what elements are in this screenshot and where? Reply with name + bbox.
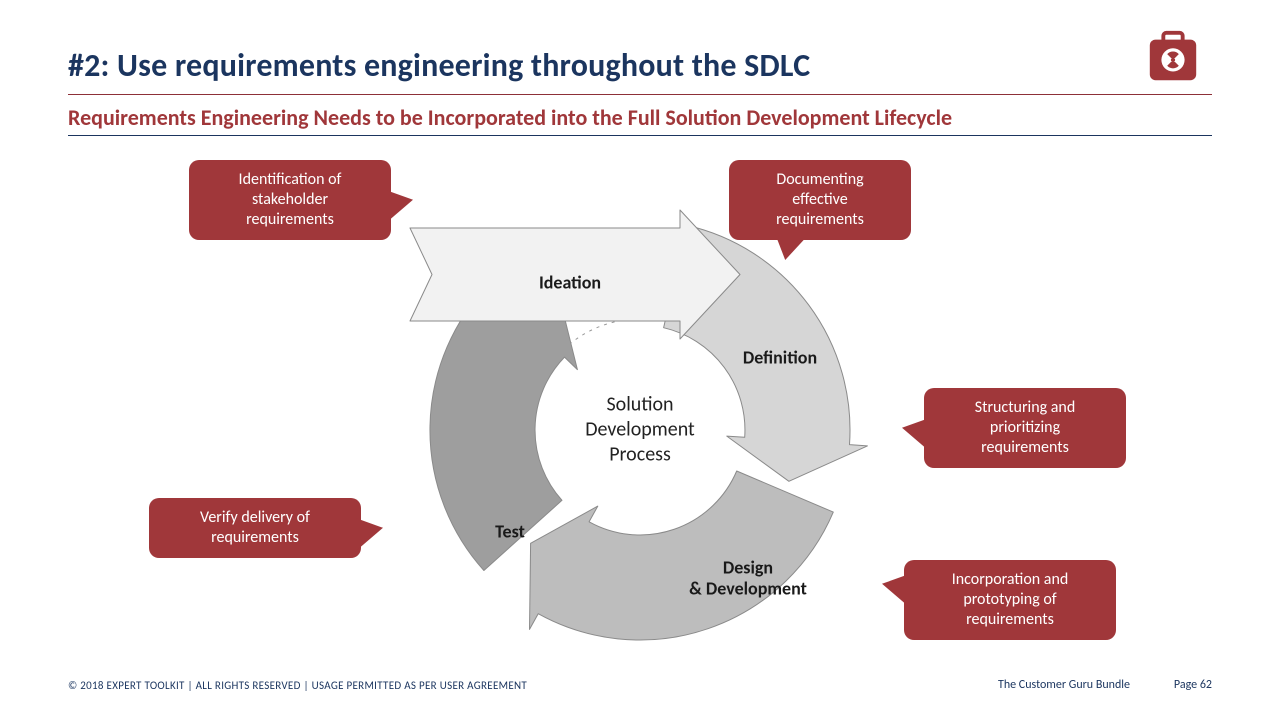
callout-tail xyxy=(776,234,810,260)
cycle-center-label: SolutionDevelopmentProcess xyxy=(560,393,720,468)
center-text-l1: SolutionDevelopmentProcess xyxy=(585,393,695,467)
title-rule xyxy=(68,94,1212,95)
slide: #2: Use requirements engineering through… xyxy=(0,0,1280,720)
phase-label-ideation: Ideation xyxy=(539,273,601,294)
phase-label-design: Design& Development xyxy=(673,557,823,598)
toolkit-wrench-icon xyxy=(1144,28,1202,86)
callout-structuring: Structuring andprioritizingrequirements xyxy=(924,388,1126,468)
footer-copyright: © 2018 EXPERT TOOLKIT | ALL RIGHTS RESER… xyxy=(68,679,527,692)
phase-label-test: Test xyxy=(495,522,525,543)
callout-incorporation: Incorporation andprototyping ofrequireme… xyxy=(904,560,1116,640)
callout-text: Verify delivery ofrequirements xyxy=(200,508,310,547)
callout-tail xyxy=(882,574,910,608)
callout-tail xyxy=(385,190,413,224)
slide-title: #2: Use requirements engineering through… xyxy=(68,46,810,85)
callout-verify: Verify delivery ofrequirements xyxy=(149,498,361,558)
phase-label-definition: Definition xyxy=(743,348,817,369)
sdlc-cycle-diagram: SolutionDevelopmentProcess Ideation Defi… xyxy=(0,140,1280,680)
callout-text: Structuring andprioritizingrequirements xyxy=(975,398,1076,457)
footer-page: Page 62 xyxy=(1174,678,1212,692)
footer-bundle: The Customer Guru Bundle xyxy=(998,678,1130,692)
callout-documenting: Documentingeffectiverequirements xyxy=(729,160,911,240)
slide-subtitle: Requirements Engineering Needs to be Inc… xyxy=(68,104,952,131)
callout-tail xyxy=(355,518,383,552)
callout-text: Incorporation andprototyping ofrequireme… xyxy=(952,570,1069,629)
callout-tail xyxy=(902,418,930,452)
callout-stakeholder: Identification ofstakeholderrequirements xyxy=(189,160,391,240)
callout-text: Identification ofstakeholderrequirements xyxy=(239,170,342,229)
callout-text: Documentingeffectiverequirements xyxy=(776,170,864,229)
subtitle-rule xyxy=(68,135,1212,136)
